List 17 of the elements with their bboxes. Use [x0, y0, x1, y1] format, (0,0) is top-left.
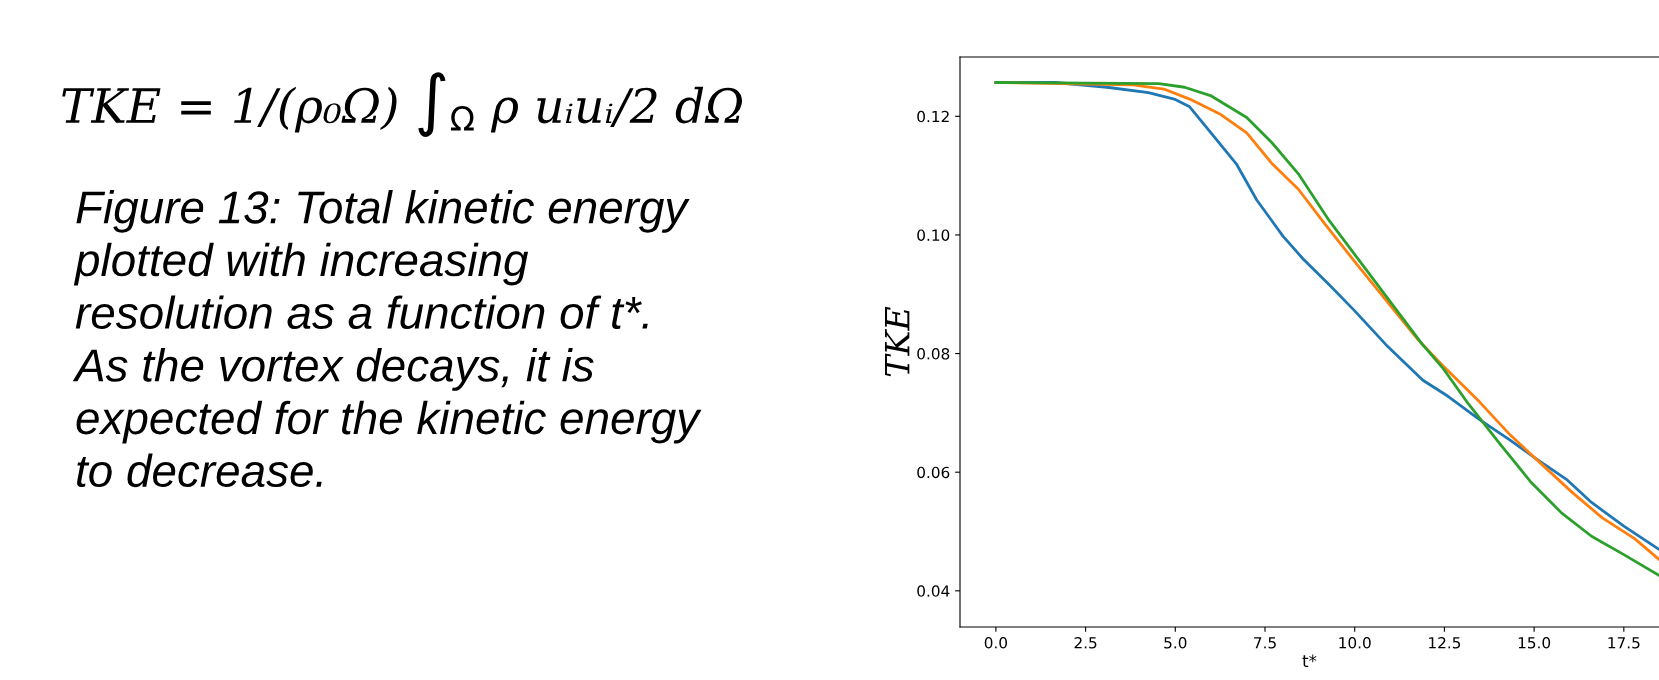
text: TKE = 1/(ρ₀Ω) ∫$_{Ω}$ ρ uᵢuᵢ/2 dΩ	[62, 72, 742, 137]
x-tick-label: 12.5	[1429, 636, 1461, 649]
x-tick-label: 15.0	[1518, 636, 1551, 649]
x-tick-label: 0.0	[984, 636, 1008, 649]
x-tick-label: 2.5	[1074, 636, 1097, 649]
y-tick-label: 0.06	[917, 466, 950, 479]
y-tick-label: 0.10	[917, 229, 950, 241]
y-tick-label: 0.12	[917, 110, 949, 123]
x-tick-label: 10.0	[1339, 636, 1371, 649]
x-tick-label: 7.5	[1254, 637, 1276, 649]
caption: Figure 13: Total kinetic energy plotted with increasing resolution as a function of t*. As the vortex decays, it is expected for the kinetic energy to decrease.	[72, 190, 702, 488]
y-tick-label: 0.04	[917, 585, 950, 597]
x-tick-label: 5.0	[1164, 636, 1187, 649]
x-axis-title: t*	[1302, 654, 1317, 667]
y-axis-title: TKE	[885, 306, 910, 377]
y-tick-label: 0.08	[917, 348, 950, 360]
x-tick-label: 17.5	[1608, 637, 1640, 649]
